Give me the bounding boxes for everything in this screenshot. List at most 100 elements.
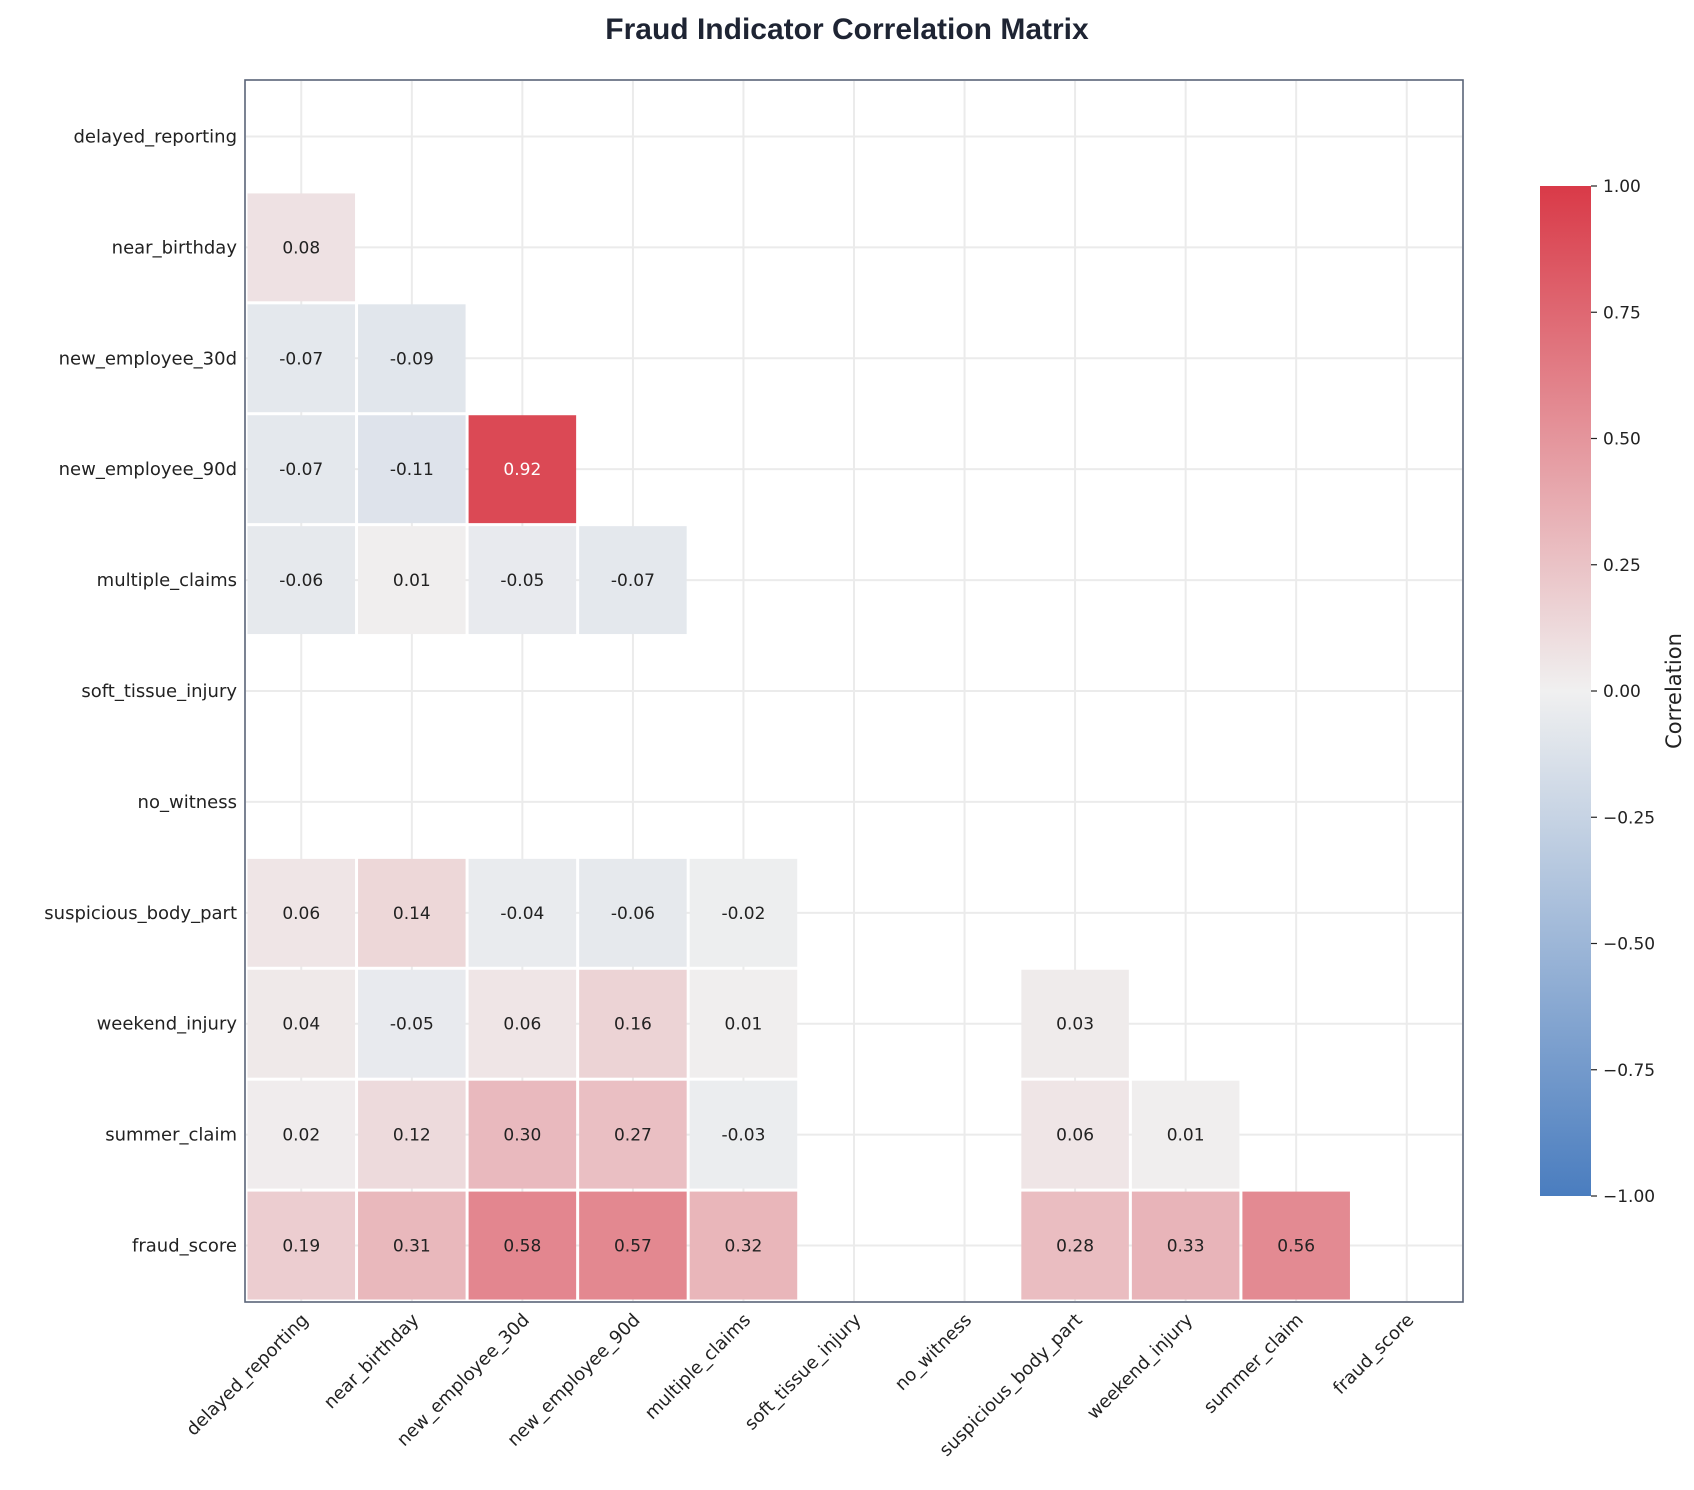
colorbar-tick-label: −0.75 (1603, 1061, 1655, 1081)
colorbar-tick-label: 0.50 (1603, 430, 1641, 450)
colorbar: 1.00 0.75 0.50 0.25 0.00 −0.25 −0.50 −0.75 −1.00… (1540, 177, 1686, 1207)
colorbar-ticks: 1.00 0.75 0.50 0.25 0.00 −0.25 −0.50 −0.75 −1.00 (1591, 177, 1655, 1207)
colorbar-tick-label: −1.00 (1603, 1187, 1655, 1207)
heatmap-cell (1131, 1191, 1240, 1300)
heatmap-cell (468, 415, 577, 524)
heatmap-cell (689, 969, 798, 1078)
cell-value-label: 0.02 (282, 1126, 320, 1146)
heatmap-cell (247, 1191, 356, 1300)
colorbar-label: Correlation (1662, 633, 1686, 749)
cell-value-label: -0.09 (390, 349, 434, 369)
cell-value-label: 0.56 (1277, 1237, 1315, 1257)
cell-value-label: 0.32 (725, 1237, 763, 1257)
y-tick-label: no_witness (138, 792, 237, 813)
x-tick-label: fraud_score (1329, 1310, 1418, 1399)
cell-value-label: -0.05 (500, 571, 544, 591)
cell-value-label: 0.12 (393, 1126, 431, 1146)
x-tick-labels: delayed_reporting near_birthdaynew_employ… (182, 1309, 1418, 1460)
cell-value-label: 0.14 (393, 904, 431, 924)
heatmap-cell (358, 969, 466, 1078)
heatmap-cell (579, 969, 687, 1078)
heatmap-cell (358, 1080, 466, 1189)
cell-value-label: -0.11 (390, 460, 434, 480)
heatmap-cell (689, 858, 798, 967)
heatmap-cell (247, 526, 356, 635)
heatmap-cell (468, 858, 577, 967)
cell-value-label: 0.58 (503, 1237, 541, 1257)
y-tick-label: weekend_injury (97, 1014, 238, 1035)
heatmap-cell (579, 1191, 687, 1300)
heatmap-cell (358, 415, 466, 524)
heatmap-cell (1242, 1191, 1350, 1300)
cell-value-label: -0.07 (279, 349, 323, 369)
heatmap-cell (468, 1080, 577, 1189)
heatmap-cell (1021, 1080, 1129, 1189)
heatmap-cell (579, 858, 687, 967)
colorbar-tick-label: 1.00 (1603, 177, 1641, 197)
cell-value-label: -0.05 (390, 1015, 434, 1035)
cell-value-label: -0.07 (611, 571, 655, 591)
cell-value-label: 0.01 (725, 1015, 763, 1035)
y-tick-label: new_employee_90d (59, 459, 237, 480)
heatmap-cell (579, 526, 687, 635)
heatmap-cell (247, 969, 356, 1078)
y-tick-label: delayed_reporting (74, 126, 238, 147)
colorbar-gradient (1540, 186, 1591, 1196)
cell-value-label: 0.16 (614, 1015, 652, 1035)
plot-frame (244, 79, 1464, 1303)
heatmap-cell (247, 1080, 356, 1189)
x-tick-label: no_witness (891, 1310, 976, 1395)
cell-value-label: 0.31 (393, 1237, 431, 1257)
colorbar-tick-label: 0.00 (1603, 682, 1641, 702)
cell-value-label: 0.19 (282, 1237, 320, 1257)
heatmap-cell (358, 858, 466, 967)
chart-title: Fraud Indicator Correlation Matrix (605, 13, 1089, 46)
heatmap-cell (579, 1080, 687, 1189)
heatmap-cell (1021, 1191, 1129, 1300)
heatmap-cells: 0.08 -0.07 -0.09 -0.07 -0.11 0.92 -0.06 0.01 -0.… (247, 193, 1350, 1300)
heatmap-cell (247, 415, 356, 524)
cell-value-label: 0.06 (282, 904, 320, 924)
x-tick-label: delayed_reporting (182, 1310, 312, 1440)
heatmap-cell (358, 1191, 466, 1300)
x-tick-label: near_birthday (320, 1309, 424, 1413)
heatmap-cell (468, 969, 577, 1078)
colorbar-tick-label: 0.75 (1603, 303, 1641, 323)
cell-value-label: 0.04 (282, 1015, 320, 1035)
y-tick-label: soft_tissue_injury (81, 681, 237, 702)
cell-value-label: 0.92 (503, 460, 541, 480)
colorbar-tick-label: −0.25 (1603, 808, 1655, 828)
cell-value-label: 0.06 (1056, 1126, 1094, 1146)
x-tick-label: multiple_claims (641, 1310, 755, 1424)
y-tick-label: multiple_claims (97, 570, 237, 591)
cell-value-label: -0.04 (500, 904, 544, 924)
heatmap-cell (247, 193, 356, 302)
colorbar-tick-label: 0.25 (1603, 556, 1641, 576)
cell-value-label: 0.30 (503, 1126, 541, 1146)
heatmap-cell (689, 1080, 798, 1189)
heatmap-cell (1021, 969, 1129, 1078)
cell-value-label: 0.01 (393, 571, 431, 591)
colorbar-tick-label: −0.50 (1603, 935, 1655, 955)
heatmap-cell (247, 858, 356, 967)
heatmap-cell (247, 304, 356, 413)
y-tick-label: summer_claim (105, 1125, 237, 1146)
y-tick-label: near_birthday (112, 237, 238, 258)
cell-value-label: 0.27 (614, 1126, 652, 1146)
cell-value-label: 0.06 (503, 1015, 541, 1035)
cell-value-label: -0.02 (721, 904, 765, 924)
heatmap-cell (468, 1191, 577, 1300)
cell-value-label: 0.57 (614, 1237, 652, 1257)
heatmap-cell (1131, 1080, 1240, 1189)
cell-value-label: 0.03 (1056, 1015, 1094, 1035)
y-tick-label: suspicious_body_part (44, 903, 237, 924)
heatmap-cell (358, 526, 466, 635)
heatmap-cell (468, 526, 577, 635)
cell-value-label: -0.06 (279, 571, 323, 591)
y-tick-label: fraud_score (132, 1236, 237, 1257)
cell-value-label: -0.06 (611, 904, 655, 924)
heatmap-cell (358, 304, 466, 413)
cell-value-label: 0.33 (1167, 1237, 1205, 1257)
y-tick-label: new_employee_30d (59, 348, 237, 369)
x-tick-label: soft_tissue_injury (741, 1309, 866, 1434)
